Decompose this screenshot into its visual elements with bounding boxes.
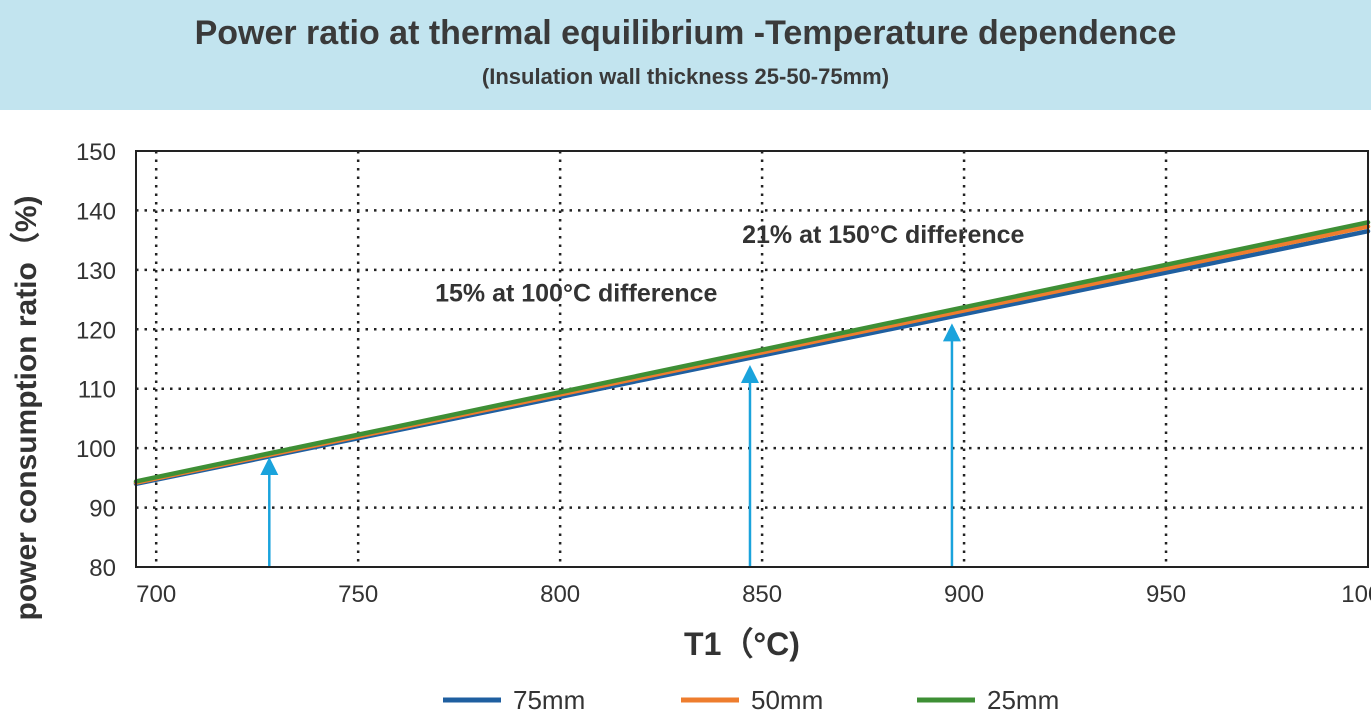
x-tick-label: 750 [338, 581, 378, 608]
arrow [740, 364, 759, 567]
series-line-25mm [133, 220, 1371, 484]
y-tick-label: 90 [89, 496, 116, 523]
grid-lines [136, 151, 1368, 567]
series-lines [133, 220, 1371, 487]
tick-labels: 700 750 800 850 900 950 1000 80 90 100 110 120 130 14… [76, 139, 1371, 608]
x-tick-label: 900 [944, 581, 984, 608]
x-axis-label: T1（°C) [684, 626, 800, 662]
x-tick-label: 950 [1146, 581, 1186, 608]
y-tick-label: 80 [89, 555, 116, 582]
arrow [942, 323, 961, 567]
x-tick-label: 1000 [1341, 581, 1371, 608]
legend-label: 75mm [513, 685, 585, 715]
y-tick-label: 120 [76, 317, 116, 344]
y-tick-label: 150 [76, 139, 116, 166]
y-tick-label: 110 [78, 377, 116, 404]
y-tick-label: 130 [76, 258, 116, 285]
plot-frame [135, 150, 1369, 568]
y-tick-label: 140 [76, 198, 116, 225]
arrow-head [740, 364, 759, 383]
title-banner: Power ratio at thermal equilibrium -Temp… [0, 0, 1371, 110]
arrows [260, 323, 961, 567]
legend-label: 25mm [987, 685, 1059, 715]
legend-entry-75mm: 75mm [443, 685, 585, 715]
legend-label: 50mm [751, 685, 823, 715]
chart-title: Power ratio at thermal equilibrium -Temp… [194, 14, 1177, 52]
x-tick-label: 850 [742, 581, 782, 608]
annotations: 21% at 150°C difference 15% at 100°C diff… [435, 221, 1024, 307]
x-tick-label: 800 [540, 581, 580, 608]
chart-subtitle: (Insulation wall thickness 25-50-75mm) [481, 64, 890, 89]
annotation: 21% at 150°C difference [742, 221, 1024, 249]
y-tick-label: 100 [76, 436, 116, 463]
arrow-head [260, 457, 279, 476]
arrow-head [942, 323, 961, 342]
annotation: 15% at 100°C difference [435, 279, 717, 307]
legend-entry-50mm: 50mm [681, 685, 823, 715]
y-axis-label: power consumption ratio（%) [9, 195, 43, 620]
legend-entry-25mm: 25mm [917, 685, 1059, 715]
legend: 75mm 50mm 25mm [443, 685, 1059, 715]
x-tick-label: 700 [136, 581, 176, 608]
arrow [260, 457, 279, 567]
